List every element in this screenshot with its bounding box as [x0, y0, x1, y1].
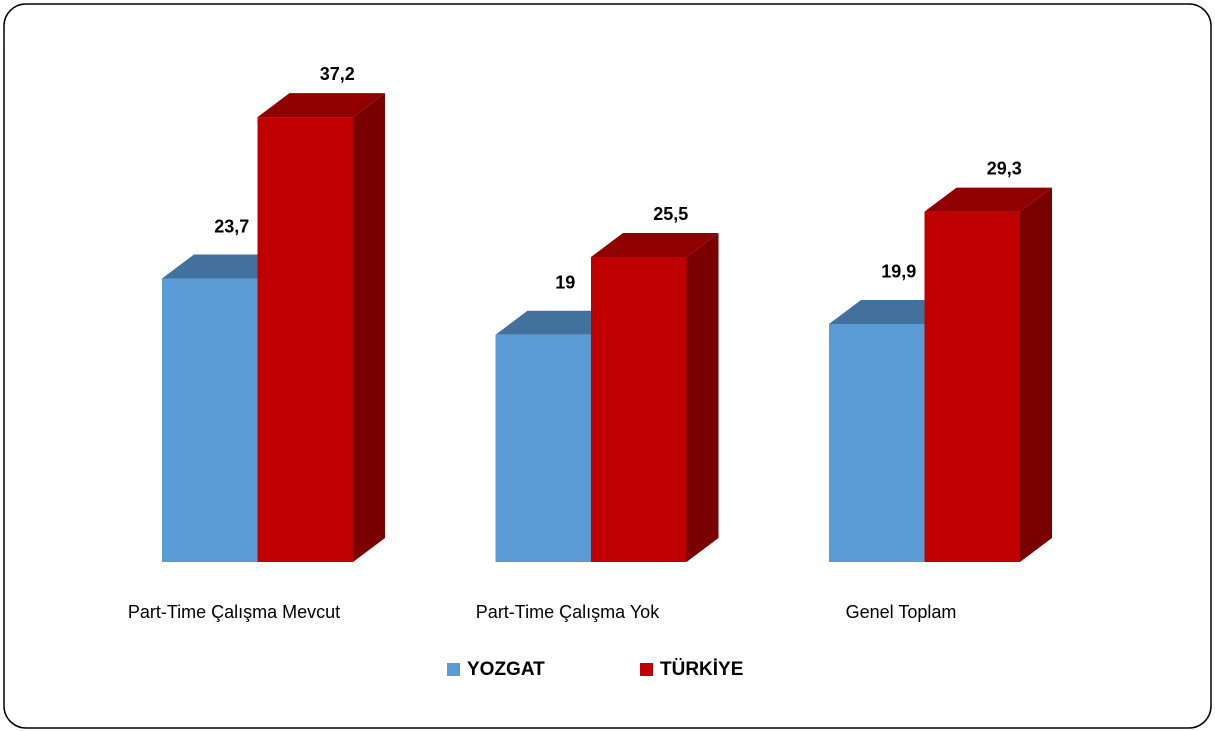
legend-label: TÜRKİYE [660, 659, 743, 680]
bar-side [353, 93, 385, 562]
data-label: 37,2 [320, 64, 355, 84]
legend-swatch [640, 663, 653, 676]
legend-label: YOZGAT [467, 659, 545, 680]
x-tick-label: Part-Time Çalışma Mevcut [128, 602, 340, 622]
bar-side [1020, 187, 1052, 562]
bar-side [686, 233, 719, 562]
bar-front [162, 278, 258, 562]
data-label: 25,5 [653, 204, 688, 224]
bar-front [829, 323, 925, 562]
bar-top [257, 93, 385, 118]
x-tick-label: Genel Toplam [846, 602, 957, 622]
bar-front [591, 257, 687, 562]
bar [924, 187, 1052, 562]
data-label: 29,3 [987, 158, 1022, 178]
bar-top [924, 187, 1052, 212]
bar-front [495, 334, 591, 562]
bar-front [924, 211, 1020, 562]
x-tick-label: Part-Time Çalışma Yok [476, 602, 660, 622]
bar [257, 93, 385, 562]
bar-front [257, 117, 353, 562]
data-label: 19,9 [881, 262, 916, 282]
data-label: 19 [555, 273, 575, 293]
bar-top [591, 233, 719, 258]
bar [591, 233, 719, 562]
legend-swatch [447, 663, 460, 676]
data-label: 23,7 [214, 216, 249, 236]
